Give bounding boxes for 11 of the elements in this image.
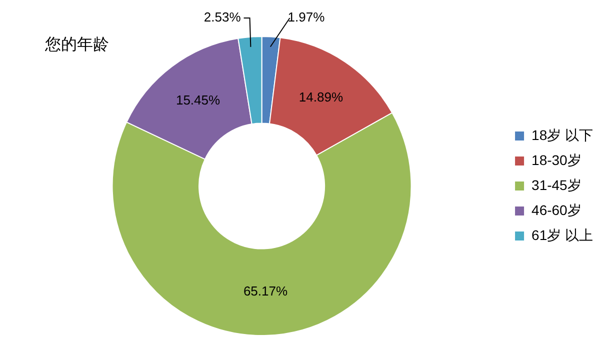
legend-label: 46-60岁: [532, 202, 582, 218]
data-label: 1.97%: [288, 10, 326, 25]
legend-label: 18-30岁: [532, 152, 582, 168]
text: 您的年龄: [44, 35, 109, 54]
data-label: 2.53%: [204, 10, 242, 25]
legend-label: 31-45岁: [532, 176, 582, 193]
legend-label: 18岁 以下: [532, 126, 594, 143]
data-label: 15.45%: [176, 92, 220, 108]
data-label: 14.89%: [298, 89, 344, 104]
data-label: 65.17%: [243, 284, 288, 299]
legend-label: 61岁 以上: [532, 226, 594, 243]
